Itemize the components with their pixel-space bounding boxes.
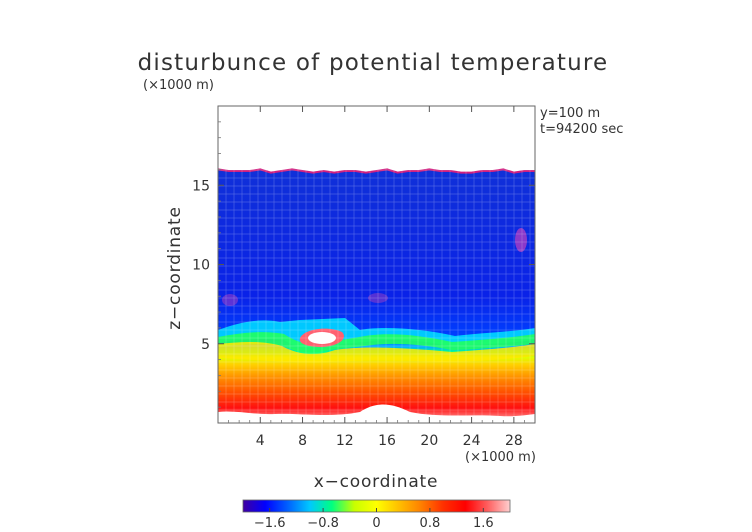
annotation-y: y=100 m <box>540 106 600 121</box>
magenta-spot-right <box>515 228 527 252</box>
x-tick-label: 8 <box>298 433 307 449</box>
annotation-t: t=94200 sec <box>540 122 623 137</box>
plot-area <box>218 106 535 423</box>
x-tick-label: 20 <box>420 433 438 449</box>
bottom-boundary <box>218 404 535 423</box>
x-tick-label: 12 <box>336 433 354 449</box>
y-tick-label: 15 <box>192 178 210 194</box>
colorbar-ticks: −1.6 −0.8 0 0.8 1.6 <box>254 508 494 531</box>
colorbar-tick-label: −1.6 <box>254 516 286 531</box>
y-axis-ticks: 5 10 15 <box>192 121 535 408</box>
y-unit-label: (×1000 m) <box>143 78 214 93</box>
yellow-layer <box>218 342 535 363</box>
x-tick-label: 16 <box>378 433 396 449</box>
upper-boundary-line <box>218 168 535 174</box>
green-layer <box>218 332 535 353</box>
x-tick-label: 28 <box>505 433 523 449</box>
magenta-spot-mid <box>368 293 388 303</box>
colorbar-tick-label: 0 <box>372 516 380 531</box>
x-axis-label: x−coordinate <box>314 472 439 492</box>
x-tick-label: 4 <box>256 433 265 449</box>
colorbar-tick-label: 1.6 <box>473 516 494 531</box>
x-axis-ticks: 4 8 12 16 20 24 28 <box>228 106 525 449</box>
y-axis-label: z−coordinate <box>165 206 185 329</box>
x-unit-label: (×1000 m) <box>465 450 536 465</box>
transition-layer <box>218 318 535 348</box>
hot-spot-core <box>308 332 336 344</box>
x-tick-label: 24 <box>463 433 481 449</box>
chart-title: disturbunce of potential temperature <box>138 50 609 76</box>
y-tick-label: 5 <box>201 337 210 353</box>
contour-grid <box>218 106 535 423</box>
colorbar: −1.6 −0.8 0 0.8 1.6 <box>242 499 511 531</box>
colorbar-tick-label: 0.8 <box>420 516 441 531</box>
y-tick-label: 10 <box>192 258 210 274</box>
magenta-spot-left <box>222 294 238 306</box>
colorbar-tick-label: −0.8 <box>307 516 339 531</box>
